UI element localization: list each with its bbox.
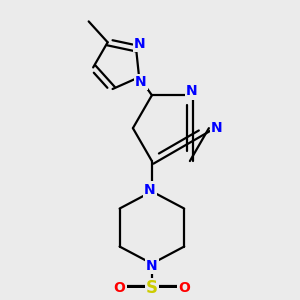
Text: N: N	[211, 121, 222, 135]
Text: N: N	[144, 183, 156, 196]
Text: O: O	[178, 280, 190, 295]
Text: N: N	[134, 37, 146, 51]
Text: N: N	[135, 75, 147, 89]
Text: N: N	[146, 259, 158, 272]
Text: N: N	[186, 85, 198, 98]
Text: O: O	[114, 280, 125, 295]
Text: S: S	[146, 279, 158, 297]
